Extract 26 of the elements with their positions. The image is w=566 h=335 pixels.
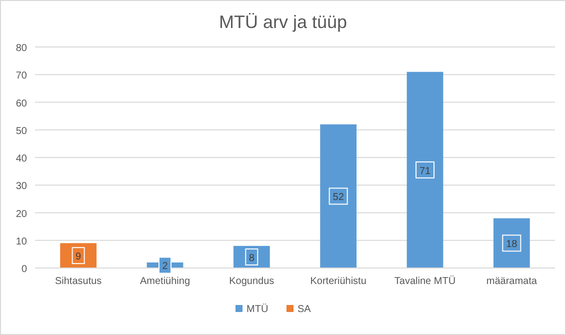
y-tick-label: 10 (16, 236, 28, 248)
y-tick-label: 60 (16, 98, 28, 110)
y-tick-label: 0 (21, 264, 28, 275)
x-tick-label: Sihtasutus (54, 276, 102, 287)
legend-label: MTÜ (246, 303, 268, 315)
bar (406, 72, 444, 268)
y-tick-label: 40 (16, 154, 28, 164)
y-tick-label: 70 (16, 70, 28, 82)
data-label: 9 (76, 252, 82, 263)
y-tick-label: 50 (16, 126, 28, 137)
y-tick-label: 30 (16, 181, 28, 192)
y-tick-label: 80 (16, 43, 28, 54)
x-tick-label: Korteriühistu (310, 276, 366, 287)
data-label: 8 (248, 252, 255, 264)
x-tick-label: määramata (486, 276, 538, 287)
chart-title: MTÜ arv ja tüüp (218, 12, 348, 32)
data-label: 71 (419, 166, 431, 177)
y-tick-label: 20 (16, 208, 28, 220)
x-tick-label: Kogundus (229, 276, 274, 287)
data-label: 18 (506, 239, 518, 250)
bar (320, 124, 357, 268)
x-tick-label: Ametiühing (140, 276, 190, 287)
x-tick-label: Tavaline MTÜ (394, 275, 456, 287)
data-label: 52 (332, 192, 344, 204)
legend-label: SA (298, 304, 312, 315)
data-label: 2 (162, 261, 168, 272)
